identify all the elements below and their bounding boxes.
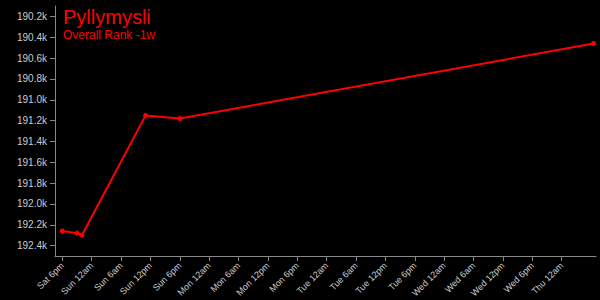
svg-text:190.6k: 190.6k [17,53,48,64]
svg-text:Sun 6am: Sun 6am [92,260,125,293]
svg-text:191.0k: 191.0k [17,94,48,105]
svg-text:Thu 12am: Thu 12am [530,261,566,297]
svg-text:190.2k: 190.2k [17,11,48,22]
svg-text:192.4k: 192.4k [17,240,48,251]
svg-text:Wed 12am: Wed 12am [410,261,448,299]
svg-text:Wed 6am: Wed 6am [443,260,478,295]
svg-text:Overall Rank -1w: Overall Rank -1w [63,28,155,42]
svg-text:191.2k: 191.2k [17,115,48,126]
svg-text:Tue 12pm: Tue 12pm [354,261,389,296]
svg-text:Tue 12am: Tue 12am [295,261,330,296]
svg-text:Sun 12am: Sun 12am [59,261,95,297]
svg-text:Sat 6pm: Sat 6pm [35,260,66,292]
svg-text:190.4k: 190.4k [17,32,48,43]
svg-text:Mon 12pm: Mon 12pm [234,261,271,298]
svg-text:Mon 12am: Mon 12am [176,261,213,298]
svg-text:Tue 6pm: Tue 6pm [386,260,419,293]
svg-text:191.8k: 191.8k [17,178,48,189]
svg-text:Sun 12pm: Sun 12pm [118,261,154,297]
svg-text:192.2k: 192.2k [17,219,48,230]
svg-text:Wed 6pm: Wed 6pm [501,260,536,295]
svg-text:Mon 6am: Mon 6am [208,260,243,295]
svg-text:191.6k: 191.6k [17,157,48,168]
svg-text:191.4k: 191.4k [17,136,48,147]
svg-text:Mon 6pm: Mon 6pm [267,260,301,295]
svg-text:190.8k: 190.8k [17,73,48,84]
svg-text:192.0k: 192.0k [17,198,48,209]
svg-text:Wed 12pm: Wed 12pm [469,261,507,299]
svg-text:Sun 6pm: Sun 6pm [150,260,184,293]
svg-text:Tue 6am: Tue 6am [327,260,360,293]
svg-text:Pyllymysli: Pyllymysli [63,6,151,28]
